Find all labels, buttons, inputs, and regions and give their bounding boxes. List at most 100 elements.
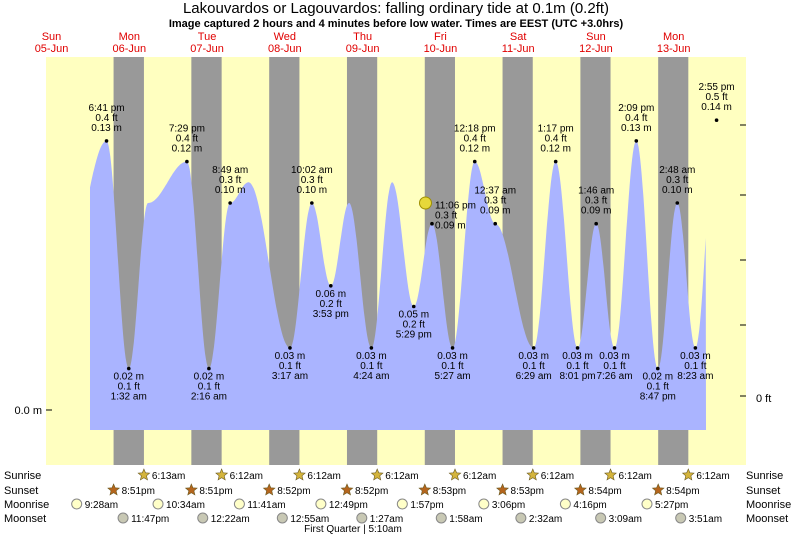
- tide-extreme-dot: [714, 118, 719, 122]
- tide-extreme-label: 0.03 m: [680, 351, 711, 362]
- tide-extreme-dot: [369, 346, 374, 350]
- tide-extreme-label: 0.1 ft: [360, 361, 382, 372]
- legend-sunset-right: Sunset: [746, 485, 780, 497]
- tide-extreme-dot: [655, 366, 660, 371]
- moonset-time: 2:32am: [529, 514, 562, 525]
- moonset-time: 11:47pm: [131, 514, 169, 525]
- day-date: 07-Jun: [190, 43, 224, 55]
- tide-extreme-label: 0.10 m: [662, 185, 693, 196]
- tide-extreme-label: 0.3 ft: [585, 196, 607, 207]
- right-axis-label: 0 ft: [756, 393, 771, 405]
- tide-extreme-dot: [185, 159, 189, 164]
- moonrise-icon: [478, 498, 490, 510]
- tide-extreme-label: 0.1 ft: [198, 382, 220, 393]
- tide-extreme-label: 0.1 ft: [279, 361, 301, 372]
- sunset-time: 8:53pm: [433, 486, 466, 497]
- tide-extreme-label: 0.1 ft: [684, 361, 706, 372]
- tide-extreme-label: 0.3 ft: [219, 175, 241, 186]
- tide-extreme-dot: [553, 159, 558, 164]
- tide-extreme-label: 7:29 pm: [169, 124, 205, 135]
- tide-extreme-label: 0.1 ft: [523, 361, 545, 372]
- tide-extreme-label: 0.14 m: [701, 102, 732, 113]
- tide-extreme-dot: [675, 201, 680, 205]
- tide-extreme-dot: [575, 346, 580, 350]
- sunrise-time: 6:12am: [619, 471, 652, 482]
- moonrise-icon: [233, 498, 245, 510]
- sun-star-icon: [496, 483, 510, 496]
- sunrise-time: 6:12am: [463, 471, 496, 482]
- tide-extreme-label: 0.03 m: [275, 351, 306, 362]
- sunrise-time: 6:12am: [541, 471, 574, 482]
- tide-extreme-dot: [594, 221, 598, 226]
- tide-curve: [90, 140, 706, 430]
- moonset-icon: [595, 512, 607, 524]
- sun-star-icon: [184, 483, 198, 496]
- tide-extreme-label: 0.13 m: [91, 123, 122, 134]
- tide-extreme-label: 0.3 ft: [435, 211, 457, 222]
- tide-extreme-dot: [310, 201, 314, 205]
- moonset-icon: [435, 512, 447, 524]
- day-date: 06-Jun: [112, 43, 146, 55]
- tide-extreme-label: 0.1 ft: [118, 382, 140, 393]
- tide-extreme-label: 6:41 pm: [88, 103, 124, 114]
- tide-extreme-label: 0.4 ft: [95, 113, 117, 124]
- moonrise-icon: [315, 498, 327, 510]
- tide-extreme-label: 0.09 m: [480, 206, 511, 217]
- tide-extreme-label: 0.1 ft: [603, 361, 625, 372]
- moonrise-time: 12:49pm: [329, 500, 368, 511]
- tide-extreme-label: 1:17 pm: [538, 124, 574, 135]
- current-position-marker: [418, 196, 432, 210]
- tide-extreme-label: 8:01 pm: [559, 371, 595, 382]
- tide-extreme-label: 8:23 am: [677, 371, 713, 382]
- tide-extreme-dot: [126, 366, 131, 371]
- tide-extreme-label: 5:29 pm: [396, 330, 432, 341]
- tide-extreme-dot: [430, 221, 434, 226]
- moonrise-time: 5:27pm: [655, 500, 688, 511]
- moonrise-icon: [641, 498, 653, 510]
- tide-extreme-label: 10:02 am: [291, 165, 333, 176]
- tide-extreme-label: 2:16 am: [191, 392, 227, 403]
- moonrise-icon: [71, 498, 83, 510]
- chart-subtitle: Image captured 2 hours and 4 minutes bef…: [169, 18, 624, 30]
- tide-extreme-dot: [634, 139, 639, 143]
- moonset-icon: [117, 512, 129, 524]
- day-date: 09-Jun: [346, 43, 380, 55]
- tide-extreme-dot: [612, 346, 617, 350]
- sun-moon-events: Sunrise Sunset Moonrise Moonset Sunrise Sunse…: [4, 468, 791, 535]
- day-name: Tue: [198, 31, 217, 43]
- day-name: Thu: [353, 31, 372, 43]
- tide-extreme-label: 1:32 am: [111, 392, 147, 403]
- sun-star-icon: [604, 468, 617, 481]
- moonrise-icon: [396, 498, 408, 510]
- tide-extreme-dot: [104, 139, 109, 143]
- tide-extreme-dot: [450, 346, 455, 350]
- moonset-time: 1:58am: [449, 514, 482, 525]
- tide-extreme-label: 0.09 m: [435, 221, 466, 232]
- moonset-time: 1:27am: [370, 514, 403, 525]
- sunset-time: 8:52pm: [355, 486, 388, 497]
- left-axis-label: 0.0 m: [14, 405, 42, 417]
- legend-moonset-right: Moonset: [746, 513, 788, 525]
- moonset-icon: [276, 512, 288, 524]
- tide-extreme-dot: [207, 366, 211, 371]
- tide-extreme-label: 0.12 m: [540, 144, 571, 155]
- tide-extreme-label: 0.03 m: [437, 351, 468, 362]
- moonrise-time: 9:28am: [85, 500, 118, 511]
- sunset-time: 8:54pm: [588, 486, 621, 497]
- tide-extreme-label: 4:24 am: [353, 371, 389, 382]
- tide-extreme-label: 6:29 am: [516, 371, 552, 382]
- tide-extreme-label: 0.03 m: [599, 351, 630, 362]
- sun-star-icon: [573, 483, 587, 496]
- day-name: Wed: [274, 31, 296, 43]
- tide-extreme-dot: [531, 346, 536, 350]
- sun-star-icon: [651, 483, 665, 496]
- moon-phase-label: First Quarter | 5:10am: [304, 524, 402, 535]
- tide-extreme-label: 11:06 pm: [435, 201, 476, 212]
- moonrise-icon: [559, 498, 571, 510]
- tide-extreme-label: 0.12 m: [172, 144, 203, 155]
- day-name: Mon: [663, 31, 684, 43]
- sun-star-icon: [292, 468, 306, 481]
- tide-extreme-label: 0.5 ft: [705, 92, 727, 103]
- legend-moonrise-right: Moonrise: [746, 499, 791, 511]
- tide-extreme-label: 3:53 pm: [313, 309, 349, 320]
